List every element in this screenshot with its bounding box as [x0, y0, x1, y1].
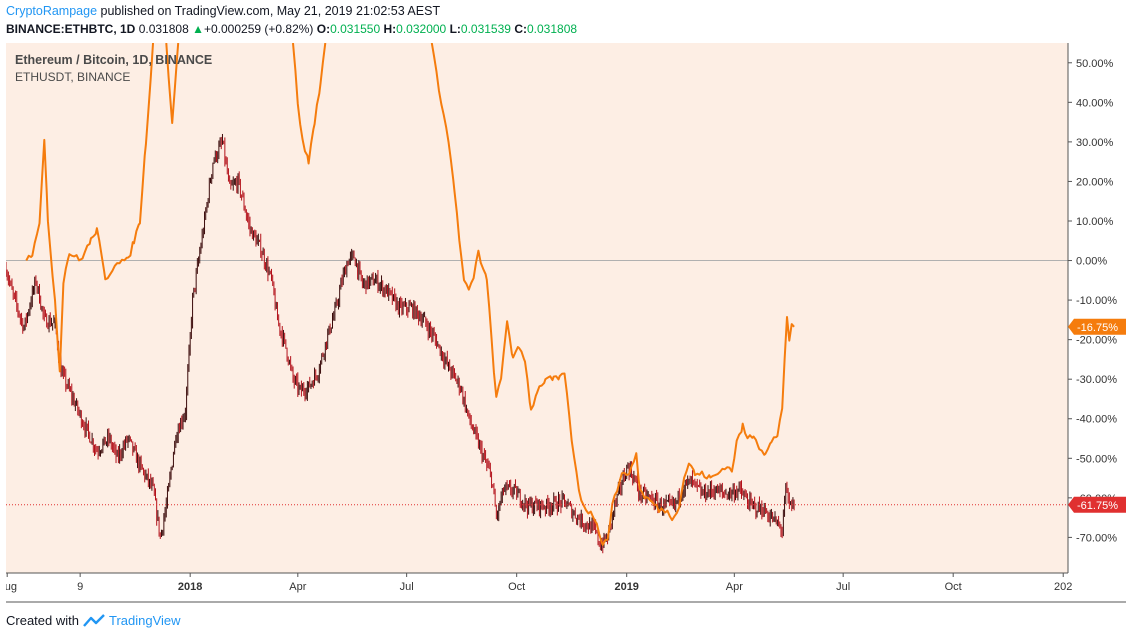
- y-tick-label: 0.00%: [1076, 256, 1107, 268]
- y-tick-label: 40.00%: [1076, 97, 1114, 109]
- plot-background: [6, 43, 1068, 573]
- x-tick-label: Apr: [289, 581, 306, 593]
- high-value: 0.032000: [396, 22, 447, 36]
- y-tick-label: 30.00%: [1076, 137, 1114, 149]
- x-tick-label: Oct: [945, 581, 962, 593]
- x-tick-label: 2018: [178, 581, 202, 593]
- created-with-text: Created with: [6, 613, 79, 628]
- series-ethbtc: [6, 133, 795, 554]
- footer: Created with TradingView: [6, 613, 181, 628]
- y-tick-label: -70.00%: [1076, 532, 1117, 544]
- x-tick-label: Apr: [726, 581, 743, 593]
- plot-layer: [6, 43, 1068, 554]
- last-price: 0.031808: [138, 22, 189, 36]
- change-arrow-icon: ▲: [192, 22, 204, 36]
- y-tick-label: -50.00%: [1076, 453, 1117, 465]
- open-value: 0.031550: [330, 22, 381, 36]
- tradingview-brand-link[interactable]: TradingView: [108, 613, 181, 628]
- y-tick-label: -40.00%: [1076, 414, 1117, 426]
- x-tick-label: Jul: [400, 581, 414, 593]
- ethusdt-line: [25, 43, 155, 373]
- x-tick-label: 202: [1054, 581, 1072, 593]
- x-tick-label: 2019: [614, 581, 638, 593]
- chart-area[interactable]: Ethereum / Bitcoin, 1D, BINANCE ETHUSDT, …: [6, 43, 1126, 603]
- y-tick-label: -30.00%: [1076, 374, 1117, 386]
- ethusdt-last-value-label: -16.75%: [1077, 322, 1118, 334]
- ethusdt-line-segment: [430, 43, 795, 546]
- ethusdt-line-segment: [165, 43, 180, 124]
- ethbtc-last-value-badge: [1068, 496, 1126, 513]
- close-label: C:: [514, 22, 527, 36]
- series-ethusdt: [25, 43, 795, 546]
- chart-title: Ethereum / Bitcoin, 1D, BINANCE: [15, 53, 212, 67]
- low-label: L:: [449, 22, 461, 36]
- x-tick-label: Oct: [508, 581, 525, 593]
- close-value: 0.031808: [526, 22, 578, 36]
- y-tick-label: 10.00%: [1076, 216, 1114, 228]
- y-tick-label: -10.00%: [1076, 295, 1117, 307]
- high-label: H:: [383, 22, 397, 36]
- publish-header: CryptoRampage published on TradingView.c…: [6, 4, 440, 18]
- author-link[interactable]: CryptoRampage: [6, 4, 98, 18]
- published-text: published on TradingView.com, May 21, 20…: [100, 4, 441, 18]
- tradingview-logo-icon: [83, 613, 105, 627]
- ethbtc-last-value-label: -61.75%: [1077, 500, 1118, 512]
- chart-subtitle: ETHUSDT, BINANCE: [15, 70, 130, 84]
- change-value: +0.000259 (+0.82%): [203, 22, 314, 36]
- y-tick-label: 50.00%: [1076, 58, 1114, 70]
- ohlc-header: BINANCE:ETHBTC, 1D 0.031808 ▲+0.000259 (…: [6, 22, 577, 36]
- y-tick-label: 20.00%: [1076, 176, 1114, 188]
- x-tick-label: Aug: [6, 581, 17, 593]
- ethusdt-last-value-badge: [1068, 318, 1126, 335]
- symbol-label: BINANCE:ETHBTC, 1D: [6, 22, 136, 36]
- low-value: 0.031539: [460, 22, 511, 36]
- chart-svg[interactable]: Ethereum / Bitcoin, 1D, BINANCE ETHUSDT, …: [6, 43, 1126, 603]
- ethusdt-line-segment: [292, 43, 327, 165]
- y-tick-label: -20.00%: [1076, 335, 1117, 347]
- x-tick-label: Jul: [836, 581, 850, 593]
- x-tick-label: 9: [77, 581, 83, 593]
- open-label: O:: [316, 22, 331, 36]
